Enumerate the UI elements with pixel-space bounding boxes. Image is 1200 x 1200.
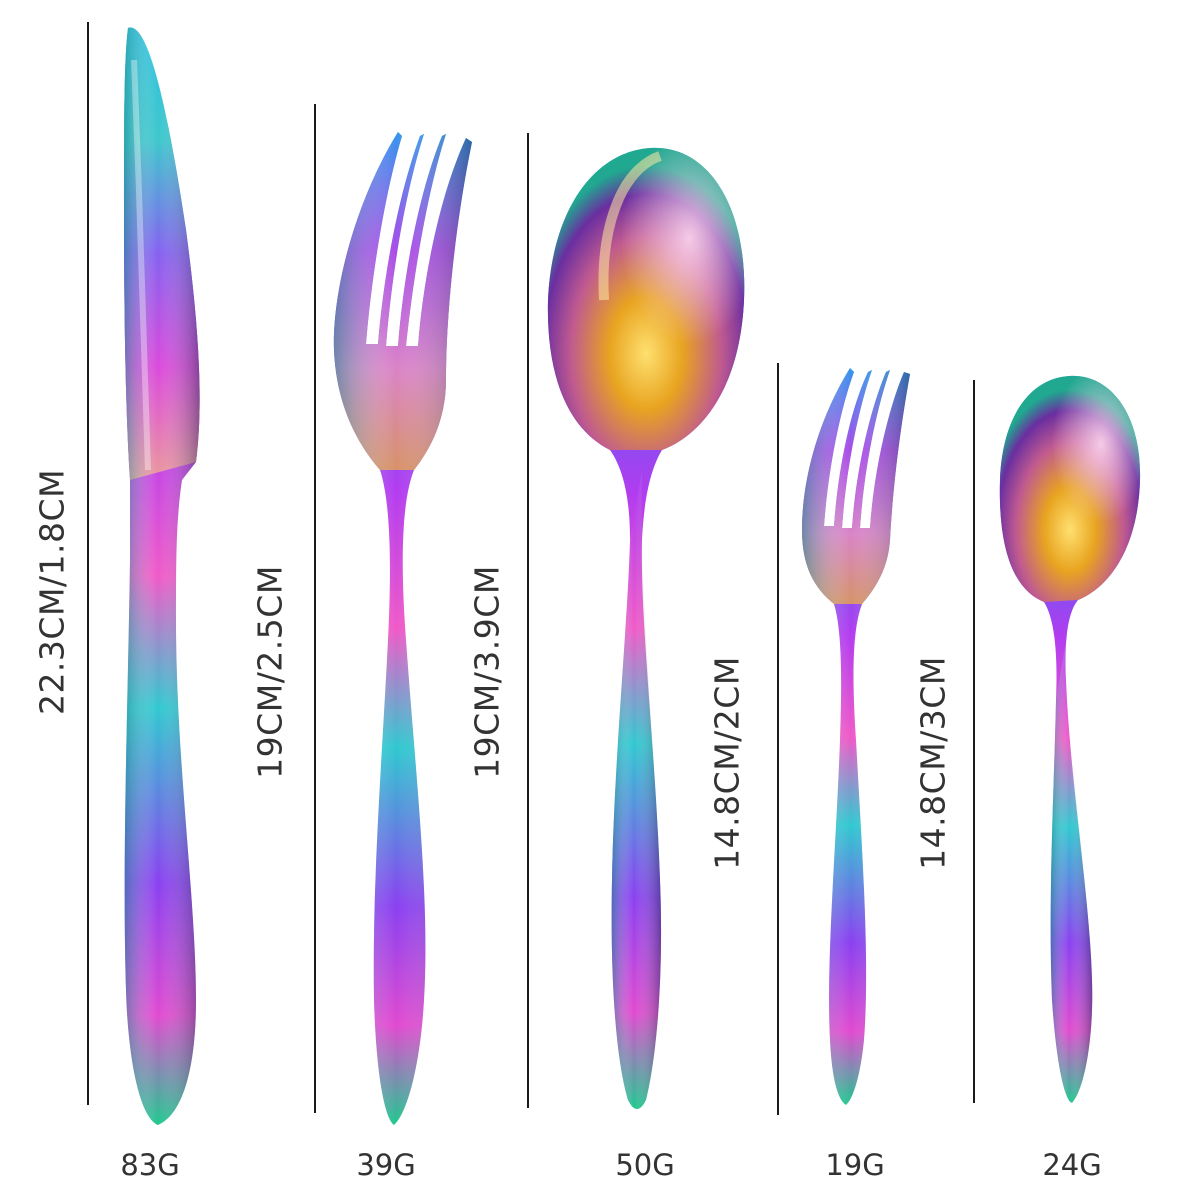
teaspoon-image <box>999 375 1141 1103</box>
teaspoon-dimension-label: 14.8CM/3CM <box>913 656 953 870</box>
teaspoon-weight-label: 24G <box>1042 1148 1102 1182</box>
spoon-dimension-label: 19CM/3.9CM <box>467 565 507 779</box>
knife-dimension-label: 22.3CM/1.8CM <box>32 468 72 716</box>
knife-image <box>124 27 200 1125</box>
spoon-image <box>547 147 745 1109</box>
fork-weight-label: 39G <box>356 1148 416 1182</box>
measurement-rules <box>87 22 975 1115</box>
small-fork-dimension-label: 14.8CM/2CM <box>707 656 747 870</box>
fork-image <box>333 132 472 1125</box>
fork-dimension-label: 19CM/2.5CM <box>250 565 290 779</box>
small-fork-weight-label: 19G <box>825 1148 885 1182</box>
knife-weight-label: 83G <box>120 1148 180 1182</box>
spoon-weight-label: 50G <box>615 1148 675 1182</box>
small-fork-image <box>802 368 910 1105</box>
